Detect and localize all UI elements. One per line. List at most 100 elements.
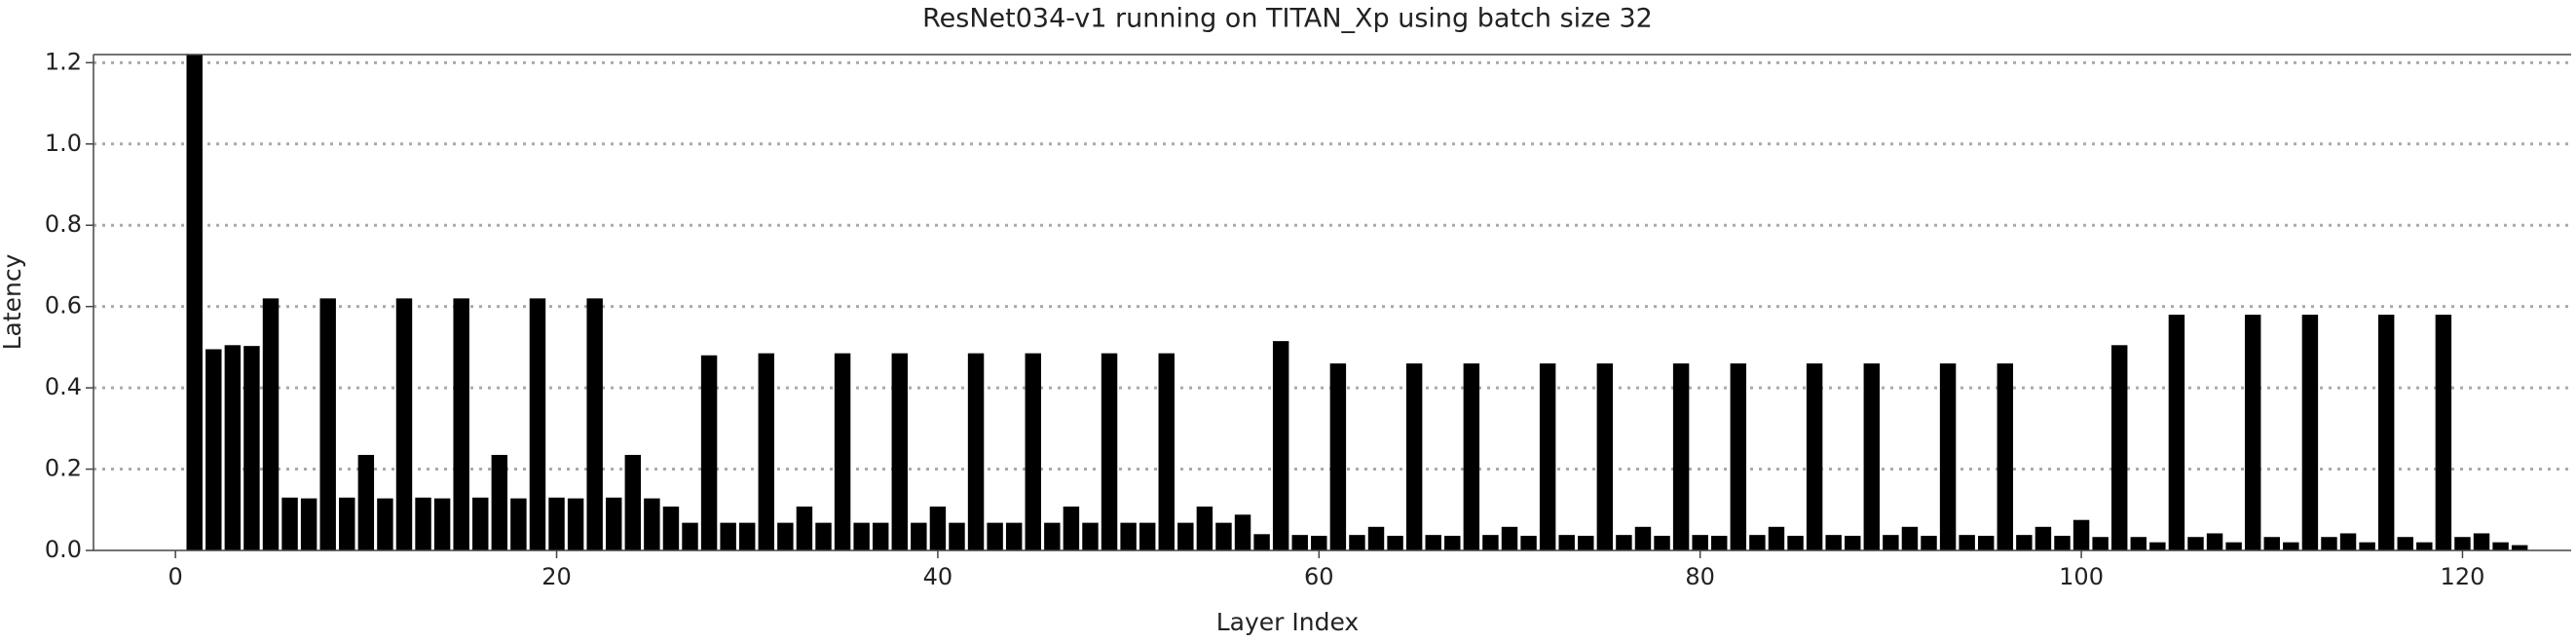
- bar: [1692, 535, 1708, 550]
- x-tick-label: 40: [923, 563, 953, 590]
- bar: [2187, 537, 2204, 550]
- bar: [1634, 526, 1652, 550]
- bar: [339, 497, 355, 550]
- bar: [1806, 363, 1823, 550]
- bar: [872, 522, 889, 550]
- bar: [1768, 526, 1785, 550]
- chart-title: ResNet034-v1 running on TITAN_Xp using b…: [922, 4, 1653, 34]
- bar: [453, 298, 469, 550]
- bar: [1215, 522, 1232, 550]
- bar: [491, 454, 508, 550]
- bar: [243, 346, 260, 550]
- bar: [548, 497, 565, 550]
- bar: [1596, 363, 1614, 550]
- bar: [2397, 537, 2413, 550]
- bar: [1082, 522, 1099, 550]
- bar: [510, 498, 527, 550]
- x-tick-label: 80: [1685, 563, 1715, 590]
- bar: [662, 506, 680, 550]
- bar: [281, 497, 298, 550]
- bar: [2168, 315, 2185, 550]
- bar: [1044, 522, 1061, 550]
- bar: [1825, 535, 1842, 550]
- bar: [1405, 363, 1423, 550]
- bar: [2339, 533, 2357, 550]
- bar: [2110, 345, 2128, 550]
- bar: [1444, 535, 1461, 550]
- bar: [2377, 315, 2395, 550]
- bar: [2054, 535, 2071, 550]
- bar: [1616, 535, 1632, 550]
- y-tick-label: 1.2: [45, 48, 82, 75]
- bar: [2092, 537, 2109, 550]
- bar: [1311, 535, 1327, 550]
- bar: [300, 498, 317, 550]
- bar: [853, 522, 870, 550]
- bar: [624, 454, 642, 550]
- x-tick-label: 120: [2441, 563, 2485, 590]
- bar: [644, 498, 660, 550]
- x-axis-label: Layer Index: [1216, 608, 1359, 636]
- bar: [1253, 534, 1270, 550]
- bar: [186, 55, 203, 550]
- bar: [987, 522, 1003, 550]
- bar: [2511, 545, 2528, 550]
- y-tick-label: 0.6: [45, 292, 82, 320]
- bar: [1101, 353, 1118, 550]
- y-tick-label: 0.2: [45, 455, 82, 482]
- bar: [2435, 315, 2452, 550]
- bar: [1387, 535, 1403, 550]
- bar: [1654, 535, 1670, 550]
- bar: [1749, 535, 1766, 550]
- bar: [357, 454, 375, 550]
- bar: [1558, 535, 1575, 550]
- y-axis-label: Latency: [0, 253, 26, 350]
- bar: [967, 353, 985, 550]
- bar: [2035, 526, 2052, 550]
- bar: [1501, 526, 1518, 550]
- bar: [2283, 542, 2299, 550]
- bar: [1901, 526, 1919, 550]
- bar: [1711, 535, 1728, 550]
- bar: [739, 522, 756, 550]
- bar: [586, 298, 603, 550]
- bar: [415, 497, 431, 550]
- bar: [777, 522, 794, 550]
- bar: [2359, 542, 2375, 550]
- bar: [1272, 341, 1289, 550]
- bar: [377, 498, 393, 550]
- bar: [2206, 533, 2223, 550]
- y-tick-label: 0.4: [45, 373, 82, 400]
- bar: [2016, 535, 2033, 550]
- bar: [529, 298, 546, 550]
- bar: [433, 498, 451, 550]
- bar: [2263, 537, 2280, 550]
- bar: [911, 522, 927, 550]
- bar: [1196, 506, 1213, 550]
- bar: [1959, 535, 1975, 550]
- bar: [1329, 363, 1347, 550]
- bar: [1463, 363, 1480, 550]
- bar: [2454, 537, 2471, 550]
- bar: [1672, 363, 1690, 550]
- bar: [1139, 522, 1156, 550]
- bar: [1863, 363, 1881, 550]
- bar: [1578, 535, 1594, 550]
- bar: [319, 298, 336, 550]
- bar: [1845, 535, 1861, 550]
- bar: [1158, 353, 1175, 550]
- bar: [2492, 542, 2509, 550]
- x-tick-label: 60: [1304, 563, 1334, 590]
- bar: [2149, 542, 2166, 550]
- bar: [1063, 506, 1080, 550]
- bar: [1367, 526, 1385, 550]
- bar: [395, 298, 413, 550]
- bar: [2225, 542, 2242, 550]
- bar: [472, 497, 489, 550]
- bar: [205, 349, 222, 550]
- bar: [1939, 363, 1957, 550]
- bar: [1520, 535, 1537, 550]
- bar: [567, 498, 584, 550]
- bar: [1291, 535, 1308, 550]
